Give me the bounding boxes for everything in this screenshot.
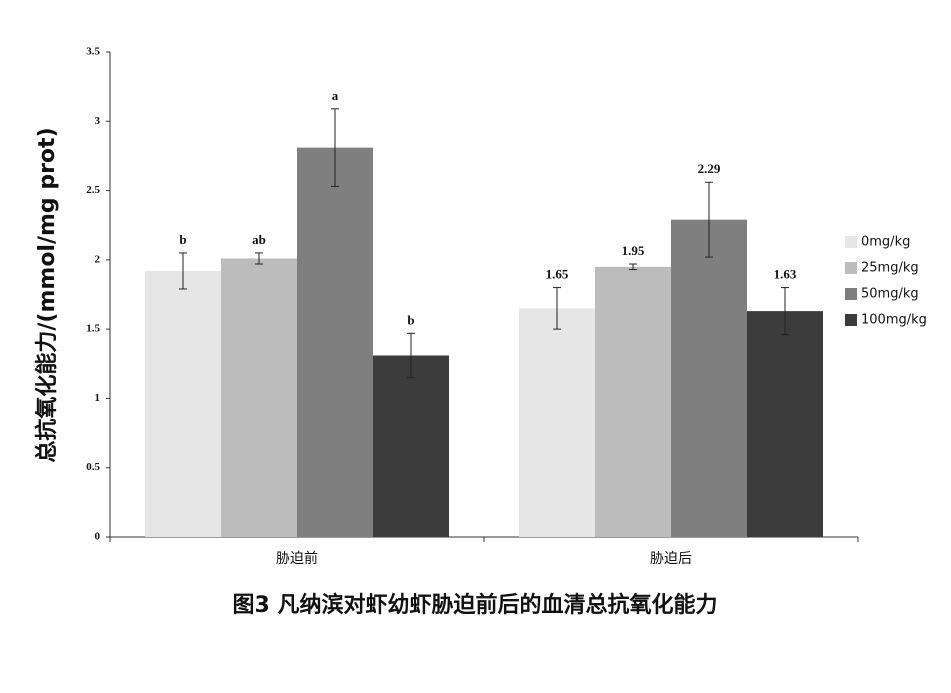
error-bar <box>781 287 789 336</box>
y-tick-label: 2.5 <box>86 184 100 196</box>
data-label: 1.63 <box>774 267 797 282</box>
bar <box>671 219 747 537</box>
legend-label: 50mg/kg <box>861 287 919 302</box>
chart-title: 图3 凡纳滨对虾幼虾胁迫前后的血清总抗氧化能力 <box>233 592 718 618</box>
y-tick-label: 0 <box>95 531 101 543</box>
legend-swatch <box>845 314 857 326</box>
bar <box>373 355 449 537</box>
error-bar <box>179 252 187 290</box>
bar <box>595 266 671 537</box>
error-bar <box>407 332 415 379</box>
error-bar <box>255 252 263 265</box>
x-tick-label: 胁迫前 <box>276 550 318 567</box>
data-label: b <box>179 232 186 247</box>
legend-label: 0mg/kg <box>861 235 910 250</box>
data-label: 1.95 <box>622 243 645 258</box>
legend-swatch <box>845 288 857 300</box>
legend-swatch <box>845 262 857 274</box>
y-tick-label: 1.5 <box>86 323 100 335</box>
legend-label: 25mg/kg <box>861 261 919 276</box>
bar <box>145 270 221 537</box>
data-label: a <box>332 88 339 103</box>
data-label: ab <box>252 232 266 247</box>
bar <box>747 311 823 537</box>
legend-label: 100mg/kg <box>861 313 927 328</box>
y-tick-label: 3 <box>95 115 101 127</box>
data-label: 1.65 <box>546 267 569 282</box>
bar <box>297 147 373 537</box>
data-label: b <box>407 312 414 327</box>
error-bar <box>331 108 339 187</box>
y-tick-label: 2 <box>95 253 101 265</box>
y-tick-label: 0.5 <box>86 461 100 473</box>
y-axis-label: 总抗氧化能力/(mmol/mg prot) <box>34 127 60 462</box>
y-tick-label: 1 <box>95 392 101 404</box>
legend-swatch <box>845 236 857 248</box>
error-bar <box>705 181 713 258</box>
x-tick-label: 胁迫后 <box>650 551 692 567</box>
error-bar <box>553 287 561 330</box>
y-tick-label: 3.5 <box>86 46 100 58</box>
bar <box>519 308 595 537</box>
error-bar <box>629 263 637 271</box>
data-label: 2.29 <box>698 161 721 176</box>
bar <box>221 258 297 537</box>
